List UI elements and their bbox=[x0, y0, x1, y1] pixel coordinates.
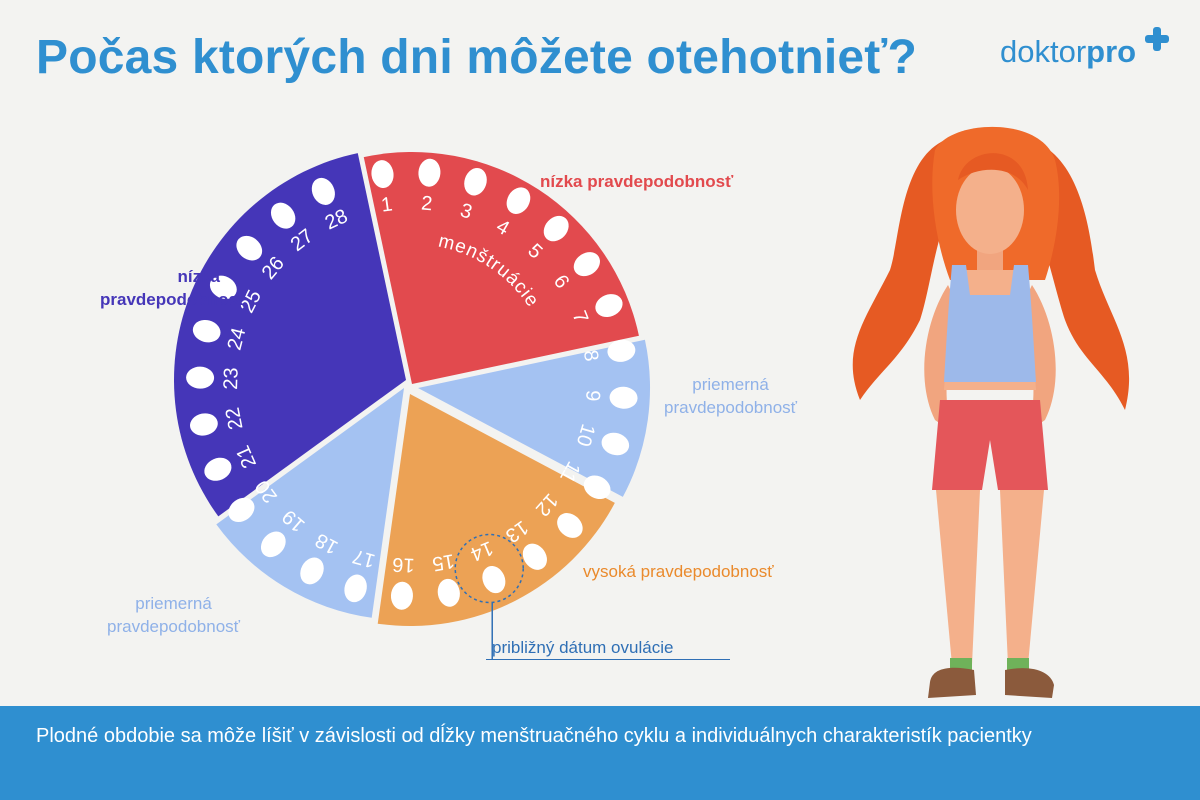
day-pill bbox=[418, 158, 441, 187]
day-pill bbox=[192, 319, 221, 343]
woman-illustration bbox=[852, 126, 1130, 698]
plus-icon bbox=[1145, 27, 1169, 51]
day-pill bbox=[204, 457, 232, 481]
slice-low-left bbox=[174, 153, 406, 517]
day-number: 22 bbox=[222, 405, 248, 431]
day-number: 15 bbox=[431, 549, 457, 575]
slice-high bbox=[377, 394, 615, 626]
day-number: 16 bbox=[392, 553, 415, 576]
day-pill bbox=[601, 432, 630, 456]
day-pill bbox=[189, 413, 218, 436]
logo-text: doktorpro bbox=[1000, 34, 1137, 69]
day-pill bbox=[609, 386, 638, 409]
day-pill bbox=[186, 366, 215, 389]
day-number: 24 bbox=[224, 325, 251, 352]
day-pill bbox=[344, 574, 367, 603]
day-pill bbox=[583, 475, 611, 500]
day-pill bbox=[543, 215, 569, 242]
label-medium-probability-right: priemerná pravdepodobnosť bbox=[664, 375, 798, 417]
day-pill bbox=[595, 294, 623, 318]
day-pill bbox=[390, 581, 413, 610]
day-number: 2 bbox=[420, 192, 433, 215]
day-number: 1 bbox=[380, 193, 394, 216]
day-pill bbox=[557, 513, 583, 538]
day-pill bbox=[260, 531, 286, 558]
day-pill bbox=[437, 578, 460, 607]
cycle-wheel: 1 2 34567891011121314151617181920212223242… bbox=[174, 152, 650, 660]
day-pill bbox=[522, 543, 547, 570]
day-pill bbox=[573, 252, 600, 277]
doktorpro-logo: doktorpro bbox=[1000, 26, 1170, 76]
page-title: Počas ktorých dni môžete otehotnieť? bbox=[36, 31, 917, 84]
day-pill bbox=[228, 497, 255, 523]
label-medium-probability-left: priemerná pravdepodobnosť bbox=[107, 594, 241, 636]
slice-medium-left bbox=[216, 388, 404, 618]
slice-menstruation bbox=[363, 152, 639, 384]
day-pill bbox=[209, 275, 237, 299]
label-high-probability: vysoká pravdepodobnosť bbox=[583, 562, 774, 581]
ovulation-marker bbox=[454, 533, 524, 604]
slice-medium-right bbox=[418, 339, 650, 497]
footer-banner: Plodné obdobie sa môže líšiť v závislost… bbox=[0, 706, 1200, 800]
day-pill bbox=[482, 565, 506, 594]
footer-note: Plodné obdobie sa môže líšiť v závislost… bbox=[36, 725, 1032, 747]
day-pill bbox=[506, 187, 531, 214]
day-number: 23 bbox=[220, 367, 243, 390]
label-low-probability-left: nízka pravdepodobnosť bbox=[100, 267, 247, 309]
day-number: 9 bbox=[581, 389, 604, 402]
day-pill bbox=[300, 557, 324, 585]
day-pill bbox=[607, 339, 636, 362]
ovulation-underline bbox=[486, 659, 730, 660]
day-pill bbox=[236, 235, 263, 261]
label-ovulation-date: približný dátum ovulácie bbox=[492, 638, 674, 657]
day-pill bbox=[464, 167, 487, 196]
day-number: 8 bbox=[579, 349, 602, 363]
day-pill bbox=[311, 177, 335, 205]
label-low-probability-top: nízka pravdepodobnosť bbox=[540, 172, 734, 191]
day-pill bbox=[371, 160, 394, 189]
day-pill bbox=[270, 202, 296, 229]
